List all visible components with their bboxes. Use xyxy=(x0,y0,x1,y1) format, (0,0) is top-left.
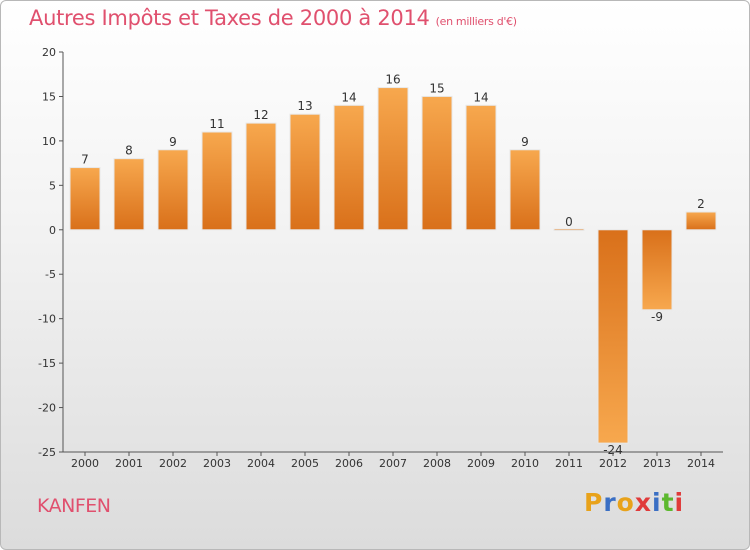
bar-2009 xyxy=(465,104,497,231)
bar-2014 xyxy=(685,211,717,231)
logo-letter: t xyxy=(661,488,675,517)
data-label-2011: 0 xyxy=(565,215,573,229)
data-label-2010: 9 xyxy=(521,135,529,149)
bar-2007 xyxy=(377,87,409,231)
chart-title: Autres Impôts et Taxes de 2000 à 2014 (en… xyxy=(29,6,517,30)
place-name: KANFEN xyxy=(37,495,111,517)
logo-letter: o xyxy=(616,488,635,517)
bar-2004 xyxy=(245,122,277,231)
bar-2012 xyxy=(597,229,629,444)
bar-2008 xyxy=(421,95,453,231)
x-tick-label: 2004 xyxy=(247,457,275,470)
logo-letter: i xyxy=(652,488,662,517)
proxiti-logo: Proxiti xyxy=(584,488,684,517)
data-label-2001: 8 xyxy=(125,144,133,158)
x-tick-label: 2007 xyxy=(379,457,407,470)
x-tick-label: 2005 xyxy=(291,457,319,470)
data-label-2014: 2 xyxy=(697,197,705,211)
x-tick-label: 2013 xyxy=(643,457,671,470)
x-tick-label: 2010 xyxy=(511,457,539,470)
x-tick-label: 2002 xyxy=(159,457,187,470)
bar-2010 xyxy=(509,149,541,231)
x-tick-label: 2006 xyxy=(335,457,363,470)
x-tick-label: 2008 xyxy=(423,457,451,470)
plot-area: 20151050-5-10-15-20-25720008200192002112… xyxy=(38,46,723,470)
bar-2005 xyxy=(289,113,321,231)
bar-2002 xyxy=(157,149,189,231)
data-label-2009: 14 xyxy=(473,90,488,104)
y-tick-label: -5 xyxy=(45,268,56,281)
y-tick-label: -10 xyxy=(38,313,56,326)
bar-2013 xyxy=(641,229,673,311)
logo-letter: i xyxy=(674,488,685,517)
y-tick-label: 5 xyxy=(49,179,56,192)
logo-letter: P xyxy=(584,488,604,517)
data-label-2004: 12 xyxy=(253,108,268,122)
y-tick-label: 15 xyxy=(42,90,56,103)
data-label-2007: 16 xyxy=(385,73,400,87)
data-label-2000: 7 xyxy=(81,153,89,167)
data-label-2013: -9 xyxy=(651,310,663,324)
data-label-2008: 15 xyxy=(429,81,444,95)
bar-2011 xyxy=(553,228,585,232)
bar-2001 xyxy=(113,158,145,231)
x-tick-label: 2001 xyxy=(115,457,143,470)
bar-2006 xyxy=(333,104,365,231)
chart-subtitle: (en milliers d'€) xyxy=(435,15,517,28)
x-tick-label: 2012 xyxy=(599,457,627,470)
x-tick-label: 2014 xyxy=(687,457,715,470)
logo-letter: x xyxy=(634,488,652,517)
logo-letter: r xyxy=(603,488,617,517)
y-tick-label: -25 xyxy=(38,446,56,459)
x-tick-label: 2003 xyxy=(203,457,231,470)
y-tick-label: -15 xyxy=(38,357,56,370)
x-tick-label: 2009 xyxy=(467,457,495,470)
x-tick-label: 2000 xyxy=(71,457,99,470)
data-label-2002: 9 xyxy=(169,135,177,149)
data-label-2006: 14 xyxy=(341,90,356,104)
y-tick-label: 20 xyxy=(42,46,56,59)
x-tick-label: 2011 xyxy=(555,457,583,470)
data-label-2005: 13 xyxy=(297,99,312,113)
data-label-2012: -24 xyxy=(603,443,623,457)
y-tick-label: -20 xyxy=(38,402,56,415)
data-label-2003: 11 xyxy=(209,117,224,131)
bar-2003 xyxy=(201,131,233,231)
bar-2000 xyxy=(69,167,101,231)
y-tick-label: 0 xyxy=(49,224,56,237)
y-tick-label: 10 xyxy=(42,135,56,148)
